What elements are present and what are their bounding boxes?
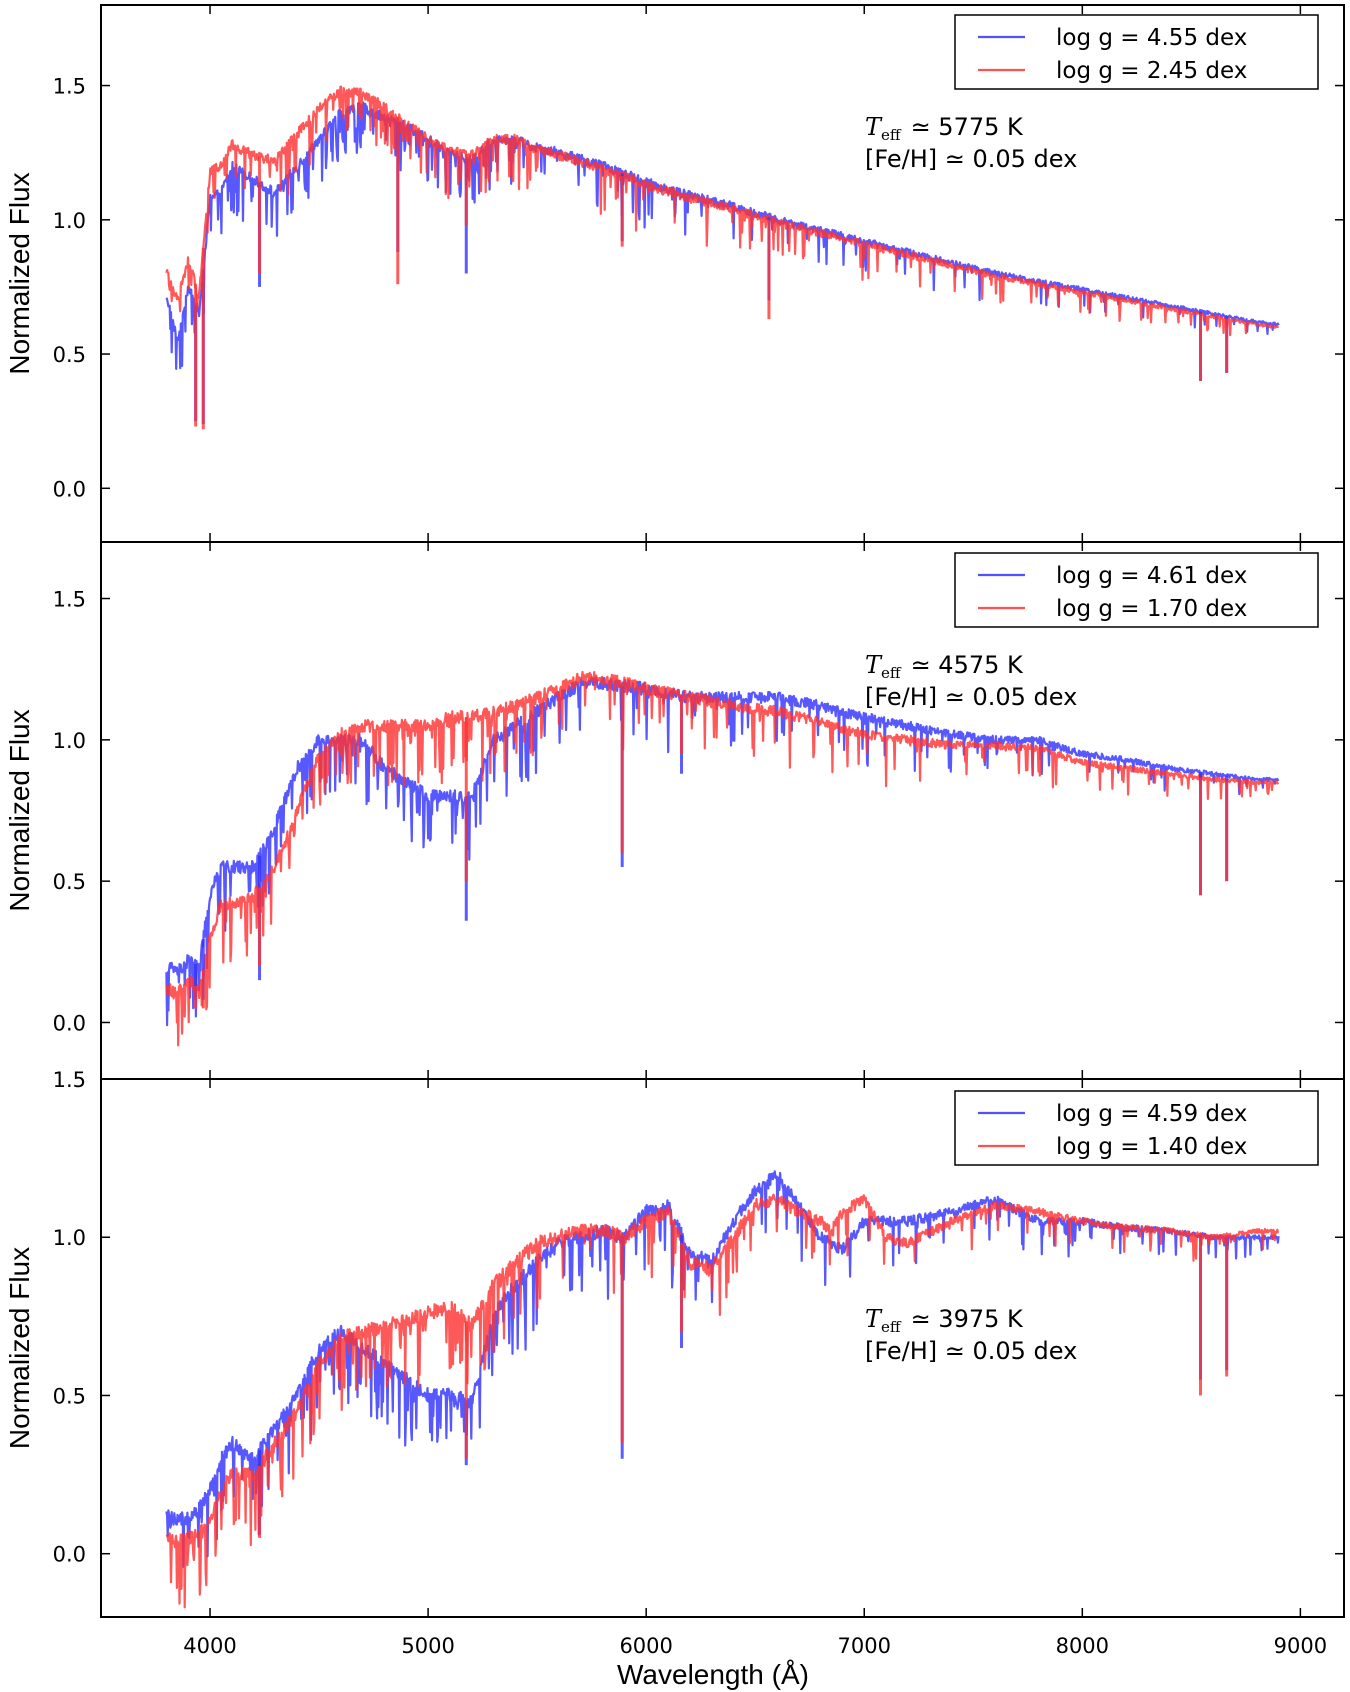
legend-box: [954, 1090, 1319, 1166]
y-tick-label: 0.0: [53, 1011, 86, 1035]
y-tick-label: 1.0: [53, 209, 86, 233]
legend-label: log g = 4.61 dex: [1056, 563, 1247, 589]
series-line-red: [165, 85, 1279, 337]
x-tick-label: 9000: [1274, 1634, 1327, 1658]
plot-frame: [100, 1078, 1345, 1618]
legend-label: log g = 1.70 dex: [1056, 596, 1247, 622]
series-line-blue: [165, 101, 1280, 370]
y-tick-label: 0.0: [53, 1543, 86, 1567]
teff-annotation: Teff ≃ 5775 K: [865, 113, 1024, 144]
y-tick-label: 1.5: [53, 588, 86, 612]
y-tick-label: 0.5: [53, 870, 86, 894]
spectra-bottom: [165, 1170, 1280, 1609]
y-tick-label: 1.5: [53, 75, 86, 99]
teff-annotation: Teff ≃ 4575 K: [865, 651, 1024, 682]
legend: log g = 4.59 dex log g = 1.40 dex: [954, 1090, 1319, 1166]
x-tick-label: 8000: [1056, 1634, 1109, 1658]
y-tick-label: 1.0: [53, 1226, 86, 1250]
y-tick-label: 1.0: [53, 729, 86, 753]
legend: log g = 4.61 dex log g = 1.70 dex: [954, 552, 1319, 628]
x-tick-label: 5000: [401, 1634, 454, 1658]
y-tick-label: 0.5: [53, 1384, 86, 1408]
legend-box: [954, 14, 1319, 90]
spectra-middle: [165, 670, 1280, 1047]
panel-bottom: 0.0 0.5 1.0 1.5 4000 5000 6000 7000 8000 9000 Norm…: [4, 1068, 1345, 1658]
legend-label: log g = 4.59 dex: [1056, 1101, 1247, 1127]
feh-annotation: [Fe/H] ≃ 0.05 dex: [865, 145, 1077, 173]
series-line-red: [165, 1193, 1279, 1609]
x-tick-label: 7000: [838, 1634, 891, 1658]
y-axis-label: Normalized Flux: [4, 172, 35, 374]
legend-box: [954, 552, 1319, 628]
feh-annotation: [Fe/H] ≃ 0.05 dex: [865, 1337, 1077, 1365]
panel-top: 0.0 0.5 1.0 1.5 Normalized Flux log g = 4.55 …: [4, 4, 1345, 543]
legend-label: log g = 4.55 dex: [1056, 25, 1247, 51]
y-tick-label: 1.5: [53, 1068, 86, 1092]
y-tick-label: 0.5: [53, 343, 86, 367]
y-axis-label: Normalized Flux: [4, 709, 35, 911]
spectra-top: [165, 85, 1280, 430]
x-tick-label: 4000: [183, 1634, 236, 1658]
series-line-red: [165, 670, 1280, 1047]
legend-label: log g = 1.40 dex: [1056, 1134, 1247, 1160]
legend: log g = 4.55 dex log g = 2.45 dex: [954, 14, 1319, 90]
y-tick-label: 0.0: [53, 477, 86, 501]
x-axis-label: Wavelength (Å): [617, 1659, 809, 1690]
panel-middle: 0.0 0.5 1.0 1.5 Normalized Flux log g = 4.61 …: [4, 541, 1345, 1080]
legend-label: log g = 2.45 dex: [1056, 58, 1247, 84]
x-tick-label: 6000: [619, 1634, 672, 1658]
teff-annotation: Teff ≃ 3975 K: [865, 1305, 1024, 1336]
feh-annotation: [Fe/H] ≃ 0.05 dex: [865, 683, 1077, 711]
y-axis-label: Normalized Flux: [4, 1247, 35, 1449]
series-line-blue: [165, 676, 1280, 1027]
